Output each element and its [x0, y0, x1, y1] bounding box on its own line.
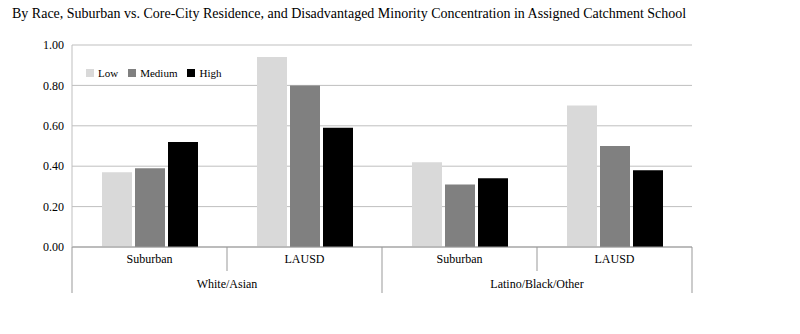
svg-text:0.40: 0.40	[43, 159, 64, 173]
svg-text:0.20: 0.20	[43, 200, 64, 214]
svg-text:0.80: 0.80	[43, 79, 64, 93]
svg-text:Latino/Black/Other: Latino/Black/Other	[490, 277, 583, 291]
svg-text:0.60: 0.60	[43, 119, 64, 133]
svg-text:White/Asian: White/Asian	[197, 277, 258, 291]
html-text:High: High	[199, 67, 222, 79]
svg-text:LAUSD: LAUSD	[284, 252, 324, 266]
svg-text:0.00: 0.00	[43, 240, 64, 254]
svg-text:Suburban: Suburban	[437, 252, 483, 266]
html-text:By Race, Suburban vs. Core-Cit: By Race, Suburban vs. Core-City Residenc…	[12, 6, 687, 21]
svg-text:LAUSD: LAUSD	[594, 252, 634, 266]
html-text:Medium: Medium	[140, 67, 178, 79]
svg-text:Suburban: Suburban	[127, 252, 173, 266]
svg-text:1.00: 1.00	[43, 38, 64, 52]
html-text:Low: Low	[98, 67, 119, 79]
